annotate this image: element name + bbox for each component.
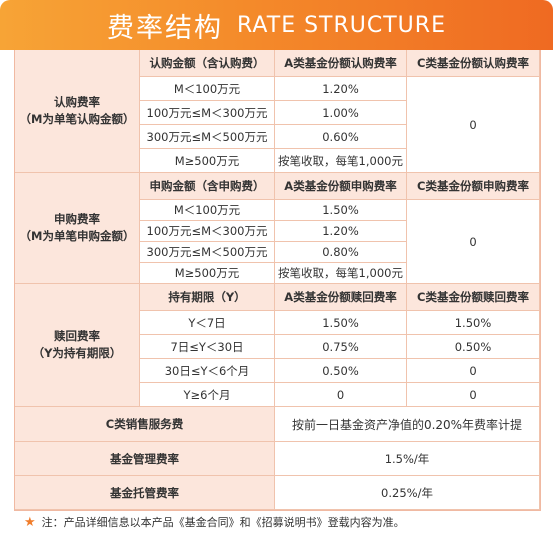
redemption-label-line2: （Y为持有期限） — [32, 346, 122, 360]
subscription-a-rate-4: 按笔收取，每笔1,000元 — [275, 149, 407, 173]
subscription-col-c: C类基金份额认购费率 — [407, 50, 540, 77]
purchase-c-rate: 0 — [407, 200, 540, 284]
redemption-range-3: 30日≤Y＜6个月 — [140, 359, 275, 383]
c-sales-fee-label: C类销售服务费 — [15, 407, 275, 442]
redemption-c-rate-1: 1.50% — [407, 311, 540, 335]
custody-fee-label: 基金托管费率 — [15, 476, 275, 510]
redemption-a-rate-3: 0.50% — [275, 359, 407, 383]
redemption-a-rate-4: 0 — [275, 383, 407, 407]
redemption-a-rate-1: 1.50% — [275, 311, 407, 335]
redemption-c-rate-2: 0.50% — [407, 335, 540, 359]
subscription-range-2: 100万元≤M＜300万元 — [140, 101, 275, 125]
subscription-label-line1: 认购费率 — [54, 95, 100, 109]
star-icon: ★ — [24, 514, 36, 530]
title-en: RATE STRUCTURE — [237, 12, 446, 38]
subscription-range-3: 300万元≤M＜500万元 — [140, 125, 275, 149]
purchase-range-1: M＜100万元 — [140, 200, 275, 221]
subscription-col-amount: 认购金额（含认购费） — [140, 50, 275, 77]
redemption-label: 赎回费率 （Y为持有期限） — [15, 284, 140, 407]
redemption-label-line1: 赎回费率 — [54, 329, 100, 343]
management-fee-label: 基金管理费率 — [15, 442, 275, 476]
header-banner: 费率结构 RATE STRUCTURE — [0, 0, 553, 50]
redemption-range-4: Y≥6个月 — [140, 383, 275, 407]
subscription-a-rate-1: 1.20% — [275, 77, 407, 101]
redemption-col-period: 持有期限（Y） — [140, 284, 275, 311]
purchase-label: 申购费率 （M为单笔申购金额） — [15, 173, 140, 284]
c-sales-fee-value: 按前一日基金资产净值的0.20%年费率计提 — [275, 407, 540, 442]
subscription-a-rate-2: 1.00% — [275, 101, 407, 125]
subscription-col-a: A类基金份额认购费率 — [275, 50, 407, 77]
redemption-range-1: Y＜7日 — [140, 311, 275, 335]
purchase-range-3: 300万元≤M＜500万元 — [140, 242, 275, 263]
redemption-range-2: 7日≤Y＜30日 — [140, 335, 275, 359]
subscription-a-rate-3: 0.60% — [275, 125, 407, 149]
purchase-col-amount: 申购金额（含申购费） — [140, 173, 275, 200]
purchase-col-c: C类基金份额申购费率 — [407, 173, 540, 200]
redemption-a-rate-2: 0.75% — [275, 335, 407, 359]
purchase-col-a: A类基金份额申购费率 — [275, 173, 407, 200]
subscription-label-line2: （M为单笔认购金额） — [19, 112, 135, 126]
purchase-label-line1: 申购费率 — [54, 212, 100, 226]
purchase-label-line2: （M为单笔申购金额） — [19, 229, 135, 243]
redemption-col-c: C类基金份额赎回费率 — [407, 284, 540, 311]
subscription-label: 认购费率 （M为单笔认购金额） — [15, 50, 140, 173]
redemption-c-rate-4: 0 — [407, 383, 540, 407]
footnote-text: 注：产品详细信息以本产品《基金合同》和《招募说明书》登载内容为准。 — [41, 516, 405, 529]
subscription-range-4: M≥500万元 — [140, 149, 275, 173]
redemption-col-a: A类基金份额赎回费率 — [275, 284, 407, 311]
custody-fee-value: 0.25%/年 — [275, 476, 540, 510]
purchase-a-rate-4: 按笔收取，每笔1,000元 — [275, 263, 407, 284]
purchase-range-2: 100万元≤M＜300万元 — [140, 221, 275, 242]
subscription-range-1: M＜100万元 — [140, 77, 275, 101]
rate-table: 认购费率 （M为单笔认购金额） 认购金额（含认购费） A类基金份额认购费率 C类… — [14, 50, 541, 511]
purchase-a-rate-1: 1.50% — [275, 200, 407, 221]
footnote: ★ 注：产品详细信息以本产品《基金合同》和《招募说明书》登载内容为准。 — [24, 514, 405, 530]
title-cn: 费率结构 — [107, 12, 224, 44]
page-title: 费率结构 RATE STRUCTURE — [0, 0, 553, 50]
purchase-a-rate-3: 0.80% — [275, 242, 407, 263]
subscription-c-rate: 0 — [407, 77, 540, 173]
purchase-range-4: M≥500万元 — [140, 263, 275, 284]
purchase-a-rate-2: 1.20% — [275, 221, 407, 242]
management-fee-value: 1.5%/年 — [275, 442, 540, 476]
redemption-c-rate-3: 0 — [407, 359, 540, 383]
